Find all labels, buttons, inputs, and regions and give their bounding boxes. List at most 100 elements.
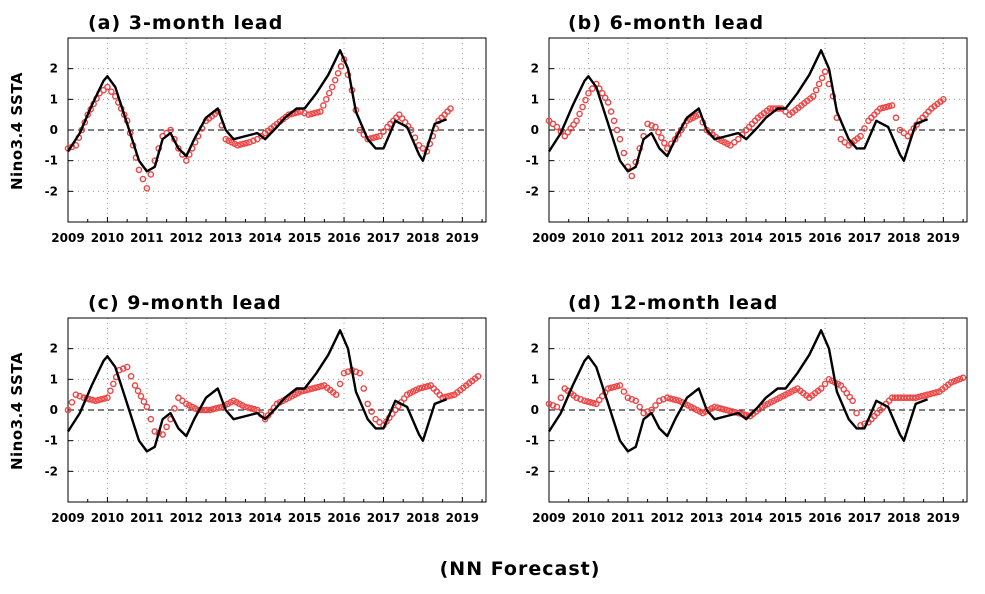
forecast-point (131, 382, 139, 389)
x-tick-label: 2015 (288, 231, 321, 245)
forecast-point (900, 394, 908, 402)
panel-title-b: (b) 6-month lead (568, 12, 764, 34)
forecast-point (380, 128, 387, 135)
forecast-point (809, 92, 817, 100)
forecast-point (100, 86, 107, 94)
forecast-point (135, 166, 143, 174)
forecast-point (636, 403, 643, 411)
forecast-point (915, 393, 922, 401)
forecast-point (322, 96, 330, 103)
forecast-point (930, 389, 937, 397)
forecast-point (723, 406, 730, 414)
x-tick-label: 2012 (651, 511, 684, 525)
forecast-point (891, 394, 899, 402)
forecast-point (821, 68, 829, 76)
y-tick-label: 2 (50, 342, 58, 356)
forecast-point (590, 399, 597, 407)
x-tick-label: 2010 (91, 511, 124, 525)
forecast-point (356, 126, 364, 134)
forecast-point (545, 117, 553, 125)
x-tick-label: 2010 (91, 231, 124, 245)
forecast-point (582, 96, 589, 104)
y-axis-label-c: Nino3.4 SSTA (8, 352, 26, 470)
forecast-point (933, 389, 940, 396)
forecast-point (64, 406, 72, 414)
forecast-point (309, 385, 316, 392)
forecast-point (159, 431, 166, 438)
x-tick-label: 2016 (327, 231, 360, 245)
panel-b: (b) 6-month lead 2009 2010 2011 2012 2013 201… (526, 12, 968, 245)
y-tick-label: 0 (531, 403, 539, 417)
x-tick-label: 2017 (848, 511, 881, 525)
forecast-point (921, 392, 928, 399)
forecast-point (717, 405, 724, 412)
x-tick-label: 2017 (367, 511, 400, 525)
forecast-point (376, 132, 383, 140)
y-tick-label: 2 (531, 342, 539, 356)
x-tick-label: 2011 (611, 511, 644, 525)
x-tick-label: 2019 (927, 231, 960, 245)
forecast-point (370, 134, 377, 141)
forecast-point (257, 132, 265, 140)
forecast-point (360, 385, 368, 392)
y-tick-label: 1 (531, 372, 539, 386)
forecast-point (610, 383, 618, 391)
forecast-point (727, 142, 734, 149)
forecast-point (175, 145, 182, 152)
observed-line (547, 49, 929, 173)
forecast-point (853, 409, 860, 417)
forecast-point (328, 83, 336, 91)
forecast-point (888, 394, 896, 402)
forecast-point (664, 394, 671, 402)
y-tick-label: 0 (531, 123, 539, 137)
forecast-point (909, 394, 917, 402)
forecast-point (666, 395, 674, 402)
forecast-point (876, 105, 884, 112)
forecast-point (312, 384, 319, 392)
x-tick-label: 2015 (769, 511, 802, 525)
forecast-point (305, 111, 312, 118)
forecast-point (320, 102, 327, 109)
forecast-point (940, 96, 947, 103)
forecast-series (64, 363, 482, 438)
x-tick-label: 2011 (130, 231, 163, 245)
forecast-point (163, 423, 170, 431)
forecast-point (894, 394, 902, 402)
forecast-point (924, 391, 931, 398)
forecast-point (581, 397, 588, 405)
forecast-point (857, 132, 864, 140)
panel-c: (c) 9-month lead Nino3.4 SSTA 2009 2010 20… (8, 292, 487, 525)
forecast-point (418, 384, 426, 392)
forecast-point (604, 99, 612, 106)
forecast-point (424, 382, 432, 390)
y-tick-label: 2 (50, 62, 58, 76)
forecast-point (215, 404, 223, 412)
forecast-point (731, 138, 738, 146)
forecast-point (373, 133, 380, 141)
forecast-point (240, 140, 247, 148)
forecast-point (311, 109, 318, 117)
forecast-point (620, 388, 628, 395)
x-tick-label: 2009 (51, 231, 84, 245)
forecast-point (861, 125, 868, 132)
forecast-point (368, 408, 375, 415)
x-tick-label: 2012 (170, 231, 203, 245)
panel-title-c: (c) 9-month lead (88, 292, 282, 314)
forecast-point (607, 384, 615, 392)
forecast-point (445, 392, 452, 400)
forecast-point (110, 380, 117, 388)
forecast-point (726, 407, 733, 415)
y-tick-label: -1 (526, 434, 539, 448)
y-tick-label: -2 (526, 464, 539, 478)
x-tick-label: 2012 (651, 231, 684, 245)
forecast-point (108, 88, 115, 95)
forecast-point (308, 110, 315, 118)
forecast-point (927, 390, 934, 398)
x-tick-label: 2018 (887, 511, 920, 525)
forecast-point (318, 382, 325, 390)
x-tick-label: 2014 (729, 231, 762, 245)
forecast-point (549, 120, 557, 128)
forecast-point (959, 374, 967, 382)
forecast-point (616, 382, 624, 389)
